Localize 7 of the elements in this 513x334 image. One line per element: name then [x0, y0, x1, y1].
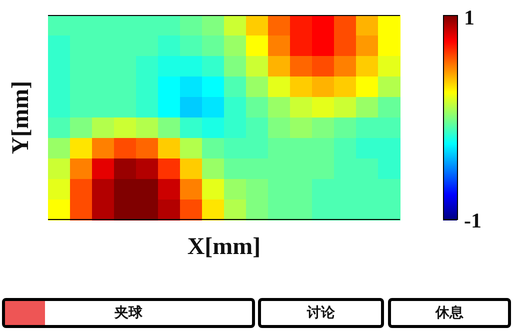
color-bar-label: -1: [464, 208, 482, 232]
color-bar-label: 1: [464, 5, 474, 30]
button[interactable]: 讨论: [258, 298, 384, 328]
y-axis-title: Y[mm]: [8, 80, 34, 154]
button[interactable]: 休息: [388, 298, 511, 328]
button[interactable]: 夹球: [2, 298, 255, 328]
x-axis-title: X[mm]: [187, 234, 261, 260]
